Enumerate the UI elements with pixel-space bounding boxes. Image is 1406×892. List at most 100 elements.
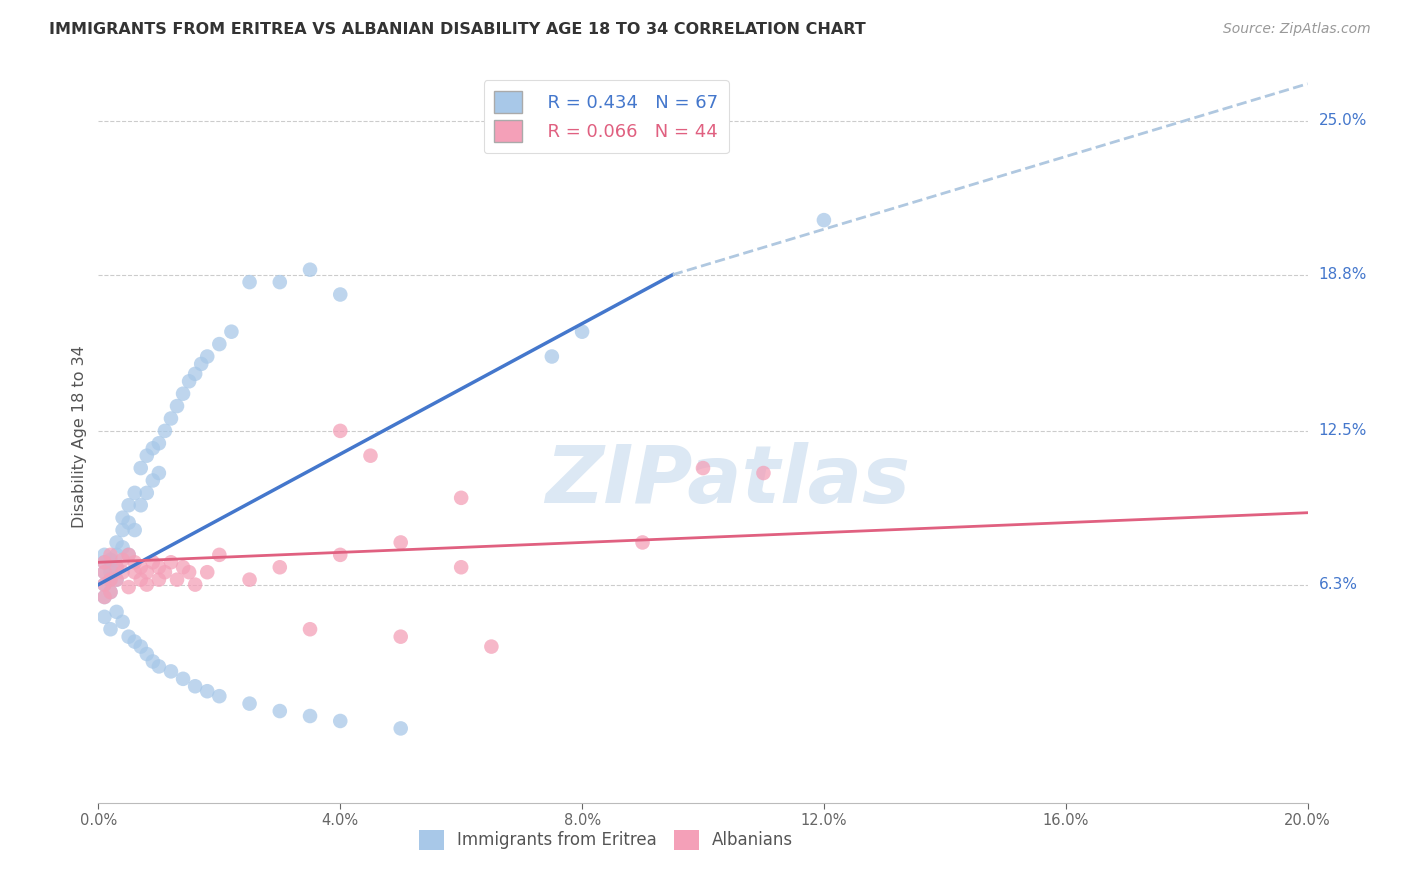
Point — [450, 491, 472, 505]
Point — [481, 640, 503, 654]
Point — [239, 573, 262, 587]
Point — [111, 523, 134, 537]
Point — [100, 622, 122, 636]
Point — [118, 548, 141, 562]
Point — [135, 486, 157, 500]
Point — [160, 555, 183, 569]
Point — [179, 374, 201, 388]
Point — [389, 630, 412, 644]
Point — [269, 704, 291, 718]
Point — [148, 659, 170, 673]
Point — [153, 424, 176, 438]
Point — [299, 622, 322, 636]
Point — [105, 573, 128, 587]
Point — [93, 555, 115, 569]
Point — [540, 350, 562, 364]
Point — [299, 262, 322, 277]
Point — [221, 325, 243, 339]
Point — [93, 555, 115, 569]
Point — [172, 386, 194, 401]
Point — [360, 449, 382, 463]
Text: 18.8%: 18.8% — [1319, 268, 1367, 282]
Point — [813, 213, 835, 227]
Point — [105, 573, 128, 587]
Point — [124, 523, 146, 537]
Point — [208, 548, 231, 562]
Point — [93, 577, 115, 591]
Point — [148, 466, 170, 480]
Point — [172, 672, 194, 686]
Point — [100, 548, 122, 562]
Point — [111, 553, 134, 567]
Point — [135, 577, 157, 591]
Point — [239, 275, 262, 289]
Point — [124, 565, 146, 579]
Point — [100, 560, 122, 574]
Point — [269, 275, 291, 289]
Point — [148, 436, 170, 450]
Point — [166, 573, 188, 587]
Y-axis label: Disability Age 18 to 34: Disability Age 18 to 34 — [72, 346, 87, 528]
Point — [93, 565, 115, 579]
Point — [142, 655, 165, 669]
Point — [124, 555, 146, 569]
Point — [299, 709, 322, 723]
Point — [179, 565, 201, 579]
Point — [389, 535, 412, 549]
Point — [129, 560, 152, 574]
Point — [329, 548, 352, 562]
Point — [389, 722, 412, 736]
Text: 12.5%: 12.5% — [1319, 424, 1367, 438]
Text: ZIPatlas: ZIPatlas — [544, 442, 910, 520]
Point — [124, 486, 146, 500]
Point — [752, 466, 775, 480]
Point — [195, 684, 218, 698]
Point — [195, 350, 218, 364]
Point — [93, 565, 115, 579]
Point — [153, 565, 176, 579]
Point — [100, 573, 122, 587]
Point — [135, 647, 157, 661]
Point — [172, 560, 194, 574]
Point — [135, 449, 157, 463]
Point — [190, 357, 212, 371]
Point — [111, 615, 134, 629]
Point — [129, 573, 152, 587]
Point — [239, 697, 262, 711]
Point — [184, 679, 207, 693]
Point — [93, 577, 115, 591]
Point — [118, 630, 141, 644]
Point — [329, 714, 352, 728]
Point — [93, 590, 115, 604]
Point — [148, 560, 170, 574]
Point — [129, 640, 152, 654]
Point — [100, 553, 122, 567]
Point — [118, 516, 141, 530]
Point — [111, 510, 134, 524]
Point — [631, 535, 654, 549]
Point — [184, 577, 207, 591]
Point — [269, 560, 291, 574]
Text: IMMIGRANTS FROM ERITREA VS ALBANIAN DISABILITY AGE 18 TO 34 CORRELATION CHART: IMMIGRANTS FROM ERITREA VS ALBANIAN DISA… — [49, 22, 866, 37]
Point — [208, 337, 231, 351]
Point — [105, 560, 128, 574]
Point — [105, 605, 128, 619]
Legend: Immigrants from Eritrea, Albanians: Immigrants from Eritrea, Albanians — [412, 823, 800, 856]
Point — [118, 498, 141, 512]
Point — [142, 555, 165, 569]
Point — [166, 399, 188, 413]
Point — [105, 548, 128, 562]
Point — [329, 424, 352, 438]
Point — [100, 585, 122, 599]
Point — [124, 634, 146, 648]
Point — [93, 590, 115, 604]
Point — [129, 461, 152, 475]
Point — [111, 541, 134, 555]
Text: 6.3%: 6.3% — [1319, 577, 1358, 592]
Point — [100, 585, 122, 599]
Point — [111, 565, 134, 579]
Text: Source: ZipAtlas.com: Source: ZipAtlas.com — [1223, 22, 1371, 37]
Point — [105, 560, 128, 574]
Point — [195, 565, 218, 579]
Point — [105, 535, 128, 549]
